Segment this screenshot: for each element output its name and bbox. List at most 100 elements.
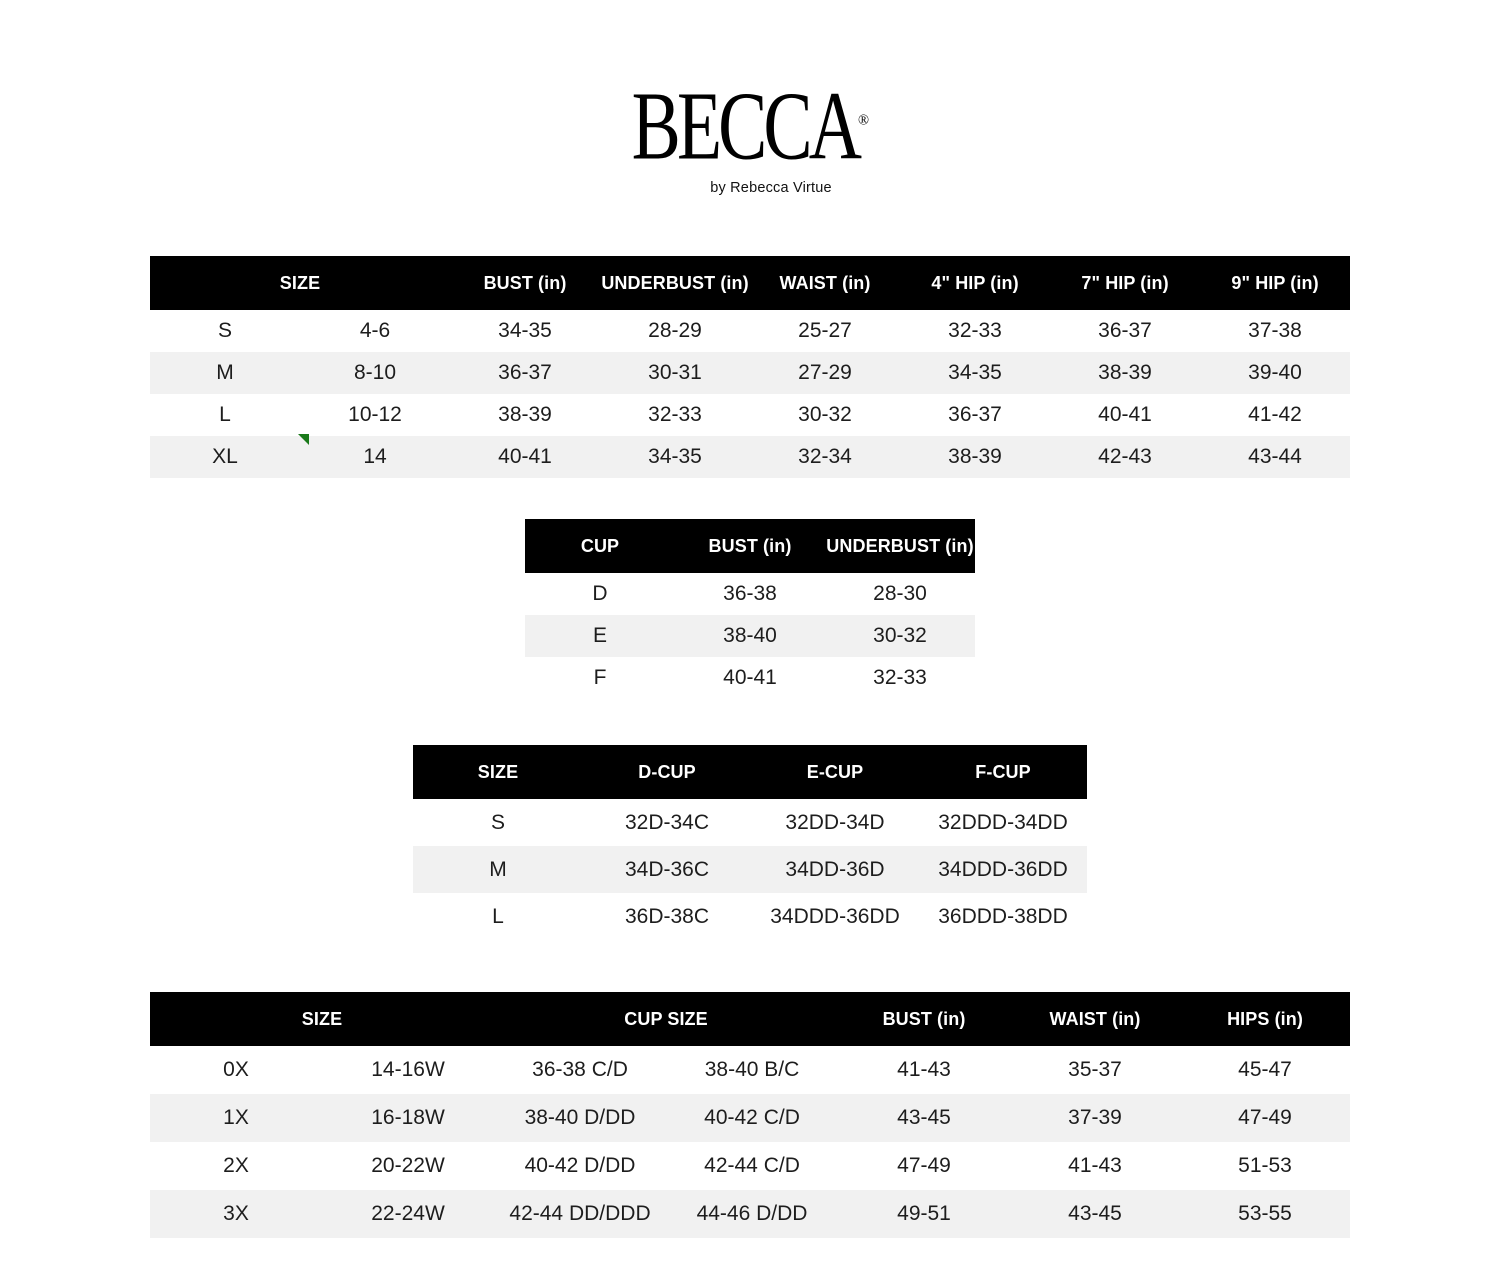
core-cell-letter: S bbox=[150, 310, 300, 352]
core-cell-bust: 36-37 bbox=[450, 352, 601, 394]
plus-cell-letter: 3X bbox=[150, 1190, 322, 1238]
core-cell-hip4: 32-33 bbox=[900, 310, 1051, 352]
cupmap-cell-f-cup: 32DDD-34DD bbox=[919, 799, 1087, 846]
registered-trademark-icon: ® bbox=[857, 111, 869, 128]
cup-cell-underbust: 32-33 bbox=[825, 657, 975, 699]
plus-header-bust: BUST (in) bbox=[838, 992, 1011, 1046]
plus-size-table: SIZE CUP SIZE BUST (in) WAIST (in) HIPS … bbox=[150, 992, 1351, 1238]
table-row: M 34D-36C 34DD-36D 34DDD-36DD bbox=[413, 846, 1087, 893]
core-cell-waist: 30-32 bbox=[750, 394, 901, 436]
cup-cell-bust: 40-41 bbox=[675, 657, 825, 699]
plus-header-hips: HIPS (in) bbox=[1180, 992, 1351, 1046]
plus-cell-cup-a: 40-42 D/DD bbox=[494, 1142, 667, 1190]
table-row: L 10-12 38-39 32-33 30-32 36-37 40-41 41… bbox=[150, 394, 1351, 436]
core-cell-hip4: 36-37 bbox=[900, 394, 1051, 436]
cupmap-cell-d-cup: 34D-36C bbox=[583, 846, 751, 893]
cupmap-cell-d-cup: 32D-34C bbox=[583, 799, 751, 846]
cupmap-cell-f-cup: 34DDD-36DD bbox=[919, 846, 1087, 893]
table-row: S 4-6 34-35 28-29 25-27 32-33 36-37 37-3… bbox=[150, 310, 1351, 352]
cupmap-header-size: SIZE bbox=[413, 745, 583, 799]
plus-cell-cup-b: 40-42 C/D bbox=[666, 1094, 839, 1142]
core-header-waist: WAIST (in) bbox=[750, 256, 901, 310]
table-row: 2X 20-22W 40-42 D/DD 42-44 C/D 47-49 41-… bbox=[150, 1142, 1351, 1190]
core-cell-bust: 40-41 bbox=[450, 436, 601, 478]
plus-cell-cup-b: 38-40 B/C bbox=[666, 1046, 839, 1094]
plus-cell-waist: 35-37 bbox=[1010, 1046, 1181, 1094]
plus-cell-hips: 51-53 bbox=[1180, 1142, 1351, 1190]
plus-cell-numeric: 16-18W bbox=[322, 1094, 495, 1142]
core-cell-hip7: 36-37 bbox=[1050, 310, 1201, 352]
core-size-table: SIZE BUST (in) UNDERBUST (in) WAIST (in)… bbox=[150, 256, 1351, 478]
core-cell-hip9: 43-44 bbox=[1200, 436, 1351, 478]
plus-cell-letter: 0X bbox=[150, 1046, 322, 1094]
plus-cell-cup-a: 36-38 C/D bbox=[494, 1046, 667, 1094]
table-row: M 8-10 36-37 30-31 27-29 34-35 38-39 39-… bbox=[150, 352, 1351, 394]
table-row: E 38-40 30-32 bbox=[525, 615, 975, 657]
cup-header-row: CUP BUST (in) UNDERBUST (in) bbox=[525, 519, 975, 573]
core-cell-waist: 32-34 bbox=[750, 436, 901, 478]
cup-cell-bust: 36-38 bbox=[675, 573, 825, 615]
core-cell-bust: 34-35 bbox=[450, 310, 601, 352]
table-row: L 36D-38C 34DDD-36DD 36DDD-38DD bbox=[413, 893, 1087, 940]
plus-cell-bust: 43-45 bbox=[838, 1094, 1011, 1142]
table-row: F 40-41 32-33 bbox=[525, 657, 975, 699]
plus-cell-waist: 37-39 bbox=[1010, 1094, 1181, 1142]
core-header-hip7: 7" HIP (in) bbox=[1050, 256, 1201, 310]
core-cell-letter: XL bbox=[150, 436, 300, 478]
plus-cell-letter: 2X bbox=[150, 1142, 322, 1190]
plus-header-row: SIZE CUP SIZE BUST (in) WAIST (in) HIPS … bbox=[150, 992, 1351, 1046]
cupmap-cell-e-cup: 34DD-36D bbox=[751, 846, 919, 893]
plus-cell-waist: 43-45 bbox=[1010, 1190, 1181, 1238]
brand-logo: BECCA® by Rebecca Virtue bbox=[0, 78, 1500, 196]
cup-cell-cup: E bbox=[525, 615, 675, 657]
cup-cell-underbust: 28-30 bbox=[825, 573, 975, 615]
cup-cell-underbust: 30-32 bbox=[825, 615, 975, 657]
core-cell-waist: 27-29 bbox=[750, 352, 901, 394]
plus-cell-numeric: 14-16W bbox=[322, 1046, 495, 1094]
brand-wordmark-text: BECCA bbox=[631, 72, 861, 181]
table-row: 3X 22-24W 42-44 DD/DDD 44-46 D/DD 49-51 … bbox=[150, 1190, 1351, 1238]
plus-cell-bust: 49-51 bbox=[838, 1190, 1011, 1238]
plus-cell-hips: 47-49 bbox=[1180, 1094, 1351, 1142]
core-header-hip9: 9" HIP (in) bbox=[1200, 256, 1351, 310]
table-row: D 36-38 28-30 bbox=[525, 573, 975, 615]
plus-header-cup-size: CUP SIZE bbox=[494, 992, 839, 1046]
table-row: 1X 16-18W 38-40 D/DD 40-42 C/D 43-45 37-… bbox=[150, 1094, 1351, 1142]
core-size-header-row: SIZE BUST (in) UNDERBUST (in) WAIST (in)… bbox=[150, 256, 1351, 310]
core-cell-hip9: 41-42 bbox=[1200, 394, 1351, 436]
core-cell-numeric: 10-12 bbox=[300, 394, 451, 436]
plus-cell-cup-a: 38-40 D/DD bbox=[494, 1094, 667, 1142]
size-to-cup-table: SIZE D-CUP E-CUP F-CUP S 32D-34C 32DD-34… bbox=[413, 745, 1087, 940]
plus-cell-letter: 1X bbox=[150, 1094, 322, 1142]
core-header-size: SIZE bbox=[150, 256, 451, 310]
table-row: 0X 14-16W 36-38 C/D 38-40 B/C 41-43 35-3… bbox=[150, 1046, 1351, 1094]
core-header-hip4: 4" HIP (in) bbox=[900, 256, 1051, 310]
cup-cell-cup: D bbox=[525, 573, 675, 615]
cupmap-header-d-cup: D-CUP bbox=[583, 745, 751, 799]
cupmap-cell-size: S bbox=[413, 799, 583, 846]
plus-cell-bust: 41-43 bbox=[838, 1046, 1011, 1094]
plus-cell-numeric: 22-24W bbox=[322, 1190, 495, 1238]
cupmap-cell-size: M bbox=[413, 846, 583, 893]
core-cell-letter: L bbox=[150, 394, 300, 436]
brand-wordmark: BECCA® bbox=[631, 78, 868, 175]
cup-cell-cup: F bbox=[525, 657, 675, 699]
core-cell-hip7: 42-43 bbox=[1050, 436, 1201, 478]
plus-cell-hips: 53-55 bbox=[1180, 1190, 1351, 1238]
core-cell-hip7: 40-41 bbox=[1050, 394, 1201, 436]
plus-cell-bust: 47-49 bbox=[838, 1142, 1011, 1190]
cupmap-cell-e-cup: 32DD-34D bbox=[751, 799, 919, 846]
core-cell-underbust: 28-29 bbox=[600, 310, 751, 352]
core-cell-numeric: 14 bbox=[300, 436, 451, 478]
core-cell-letter: M bbox=[150, 352, 300, 394]
cupmap-header-e-cup: E-CUP bbox=[751, 745, 919, 799]
cup-header-bust: BUST (in) bbox=[675, 519, 825, 573]
core-header-bust: BUST (in) bbox=[450, 256, 601, 310]
brand-tagline: by Rebecca Virtue bbox=[710, 180, 832, 196]
core-cell-underbust: 32-33 bbox=[600, 394, 751, 436]
core-header-underbust: UNDERBUST (in) bbox=[600, 256, 751, 310]
core-cell-hip4: 38-39 bbox=[900, 436, 1051, 478]
cup-measurement-table: CUP BUST (in) UNDERBUST (in) D 36-38 28-… bbox=[525, 519, 975, 699]
plus-cell-cup-a: 42-44 DD/DDD bbox=[494, 1190, 667, 1238]
plus-header-waist: WAIST (in) bbox=[1010, 992, 1181, 1046]
